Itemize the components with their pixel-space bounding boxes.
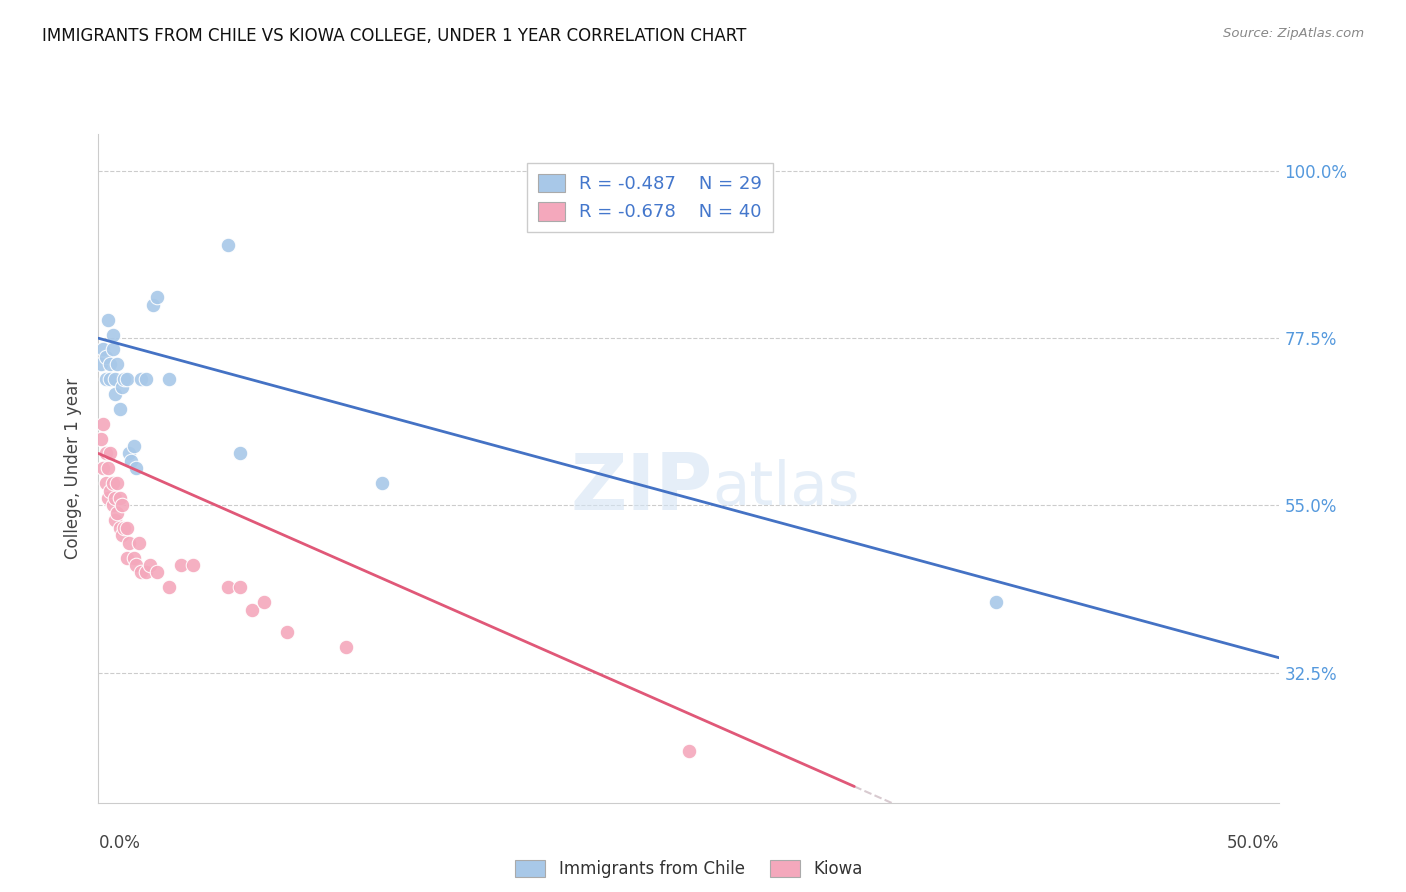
Point bbox=[135, 566, 157, 580]
Point bbox=[115, 372, 138, 386]
Point bbox=[142, 298, 165, 312]
Point bbox=[157, 372, 180, 386]
Point bbox=[94, 446, 117, 460]
Text: 0.0%: 0.0% bbox=[98, 834, 141, 852]
Point bbox=[139, 558, 162, 572]
Point bbox=[181, 558, 204, 572]
Text: IMMIGRANTS FROM CHILE VS KIOWA COLLEGE, UNDER 1 YEAR CORRELATION CHART: IMMIGRANTS FROM CHILE VS KIOWA COLLEGE, … bbox=[42, 27, 747, 45]
Point bbox=[90, 432, 112, 446]
Point bbox=[98, 357, 121, 371]
Point bbox=[98, 446, 121, 460]
Point bbox=[111, 499, 134, 513]
Point bbox=[94, 372, 117, 386]
Legend: Immigrants from Chile, Kiowa: Immigrants from Chile, Kiowa bbox=[509, 854, 869, 885]
Point bbox=[984, 595, 1007, 609]
Point bbox=[104, 387, 127, 401]
Point bbox=[135, 372, 157, 386]
Point bbox=[118, 535, 141, 549]
Point bbox=[112, 372, 135, 386]
Point bbox=[170, 558, 193, 572]
Point bbox=[118, 446, 141, 460]
Point bbox=[115, 521, 138, 535]
Point bbox=[101, 327, 124, 342]
Point bbox=[91, 343, 114, 357]
Point bbox=[146, 566, 169, 580]
Point bbox=[371, 476, 394, 491]
Point bbox=[104, 491, 127, 505]
Point bbox=[276, 624, 298, 639]
Point bbox=[104, 372, 127, 386]
Point bbox=[112, 521, 135, 535]
Point bbox=[97, 491, 120, 505]
Text: ZIP: ZIP bbox=[571, 450, 713, 526]
Point bbox=[108, 521, 131, 535]
Y-axis label: College, Under 1 year: College, Under 1 year bbox=[65, 377, 83, 559]
Point bbox=[108, 401, 131, 416]
Point bbox=[128, 535, 150, 549]
Point bbox=[115, 550, 138, 565]
Point bbox=[122, 439, 145, 453]
Point bbox=[108, 491, 131, 505]
Point bbox=[121, 454, 143, 468]
Point bbox=[101, 499, 124, 513]
Point bbox=[101, 343, 124, 357]
Point bbox=[253, 595, 276, 609]
Point bbox=[111, 379, 134, 393]
Point bbox=[122, 550, 145, 565]
Point bbox=[91, 417, 114, 431]
Point bbox=[125, 558, 148, 572]
Point bbox=[217, 238, 239, 252]
Point bbox=[125, 461, 148, 475]
Point bbox=[129, 372, 152, 386]
Point bbox=[229, 580, 252, 594]
Point bbox=[91, 461, 114, 475]
Point bbox=[157, 580, 180, 594]
Text: atlas: atlas bbox=[713, 458, 860, 518]
Text: 50.0%: 50.0% bbox=[1227, 834, 1279, 852]
Point bbox=[229, 446, 252, 460]
Text: Source: ZipAtlas.com: Source: ZipAtlas.com bbox=[1223, 27, 1364, 40]
Point bbox=[90, 357, 112, 371]
Point bbox=[94, 476, 117, 491]
Point bbox=[111, 528, 134, 542]
Point bbox=[94, 350, 117, 364]
Point bbox=[98, 483, 121, 498]
Point bbox=[678, 744, 700, 758]
Point bbox=[104, 513, 127, 527]
Point bbox=[101, 476, 124, 491]
Point bbox=[105, 476, 128, 491]
Point bbox=[217, 580, 239, 594]
Point bbox=[146, 290, 169, 304]
Point bbox=[97, 461, 120, 475]
Point bbox=[105, 357, 128, 371]
Point bbox=[129, 566, 152, 580]
Point bbox=[240, 602, 263, 616]
Point bbox=[98, 372, 121, 386]
Point bbox=[335, 640, 357, 654]
Point bbox=[97, 312, 120, 326]
Point bbox=[105, 506, 128, 520]
